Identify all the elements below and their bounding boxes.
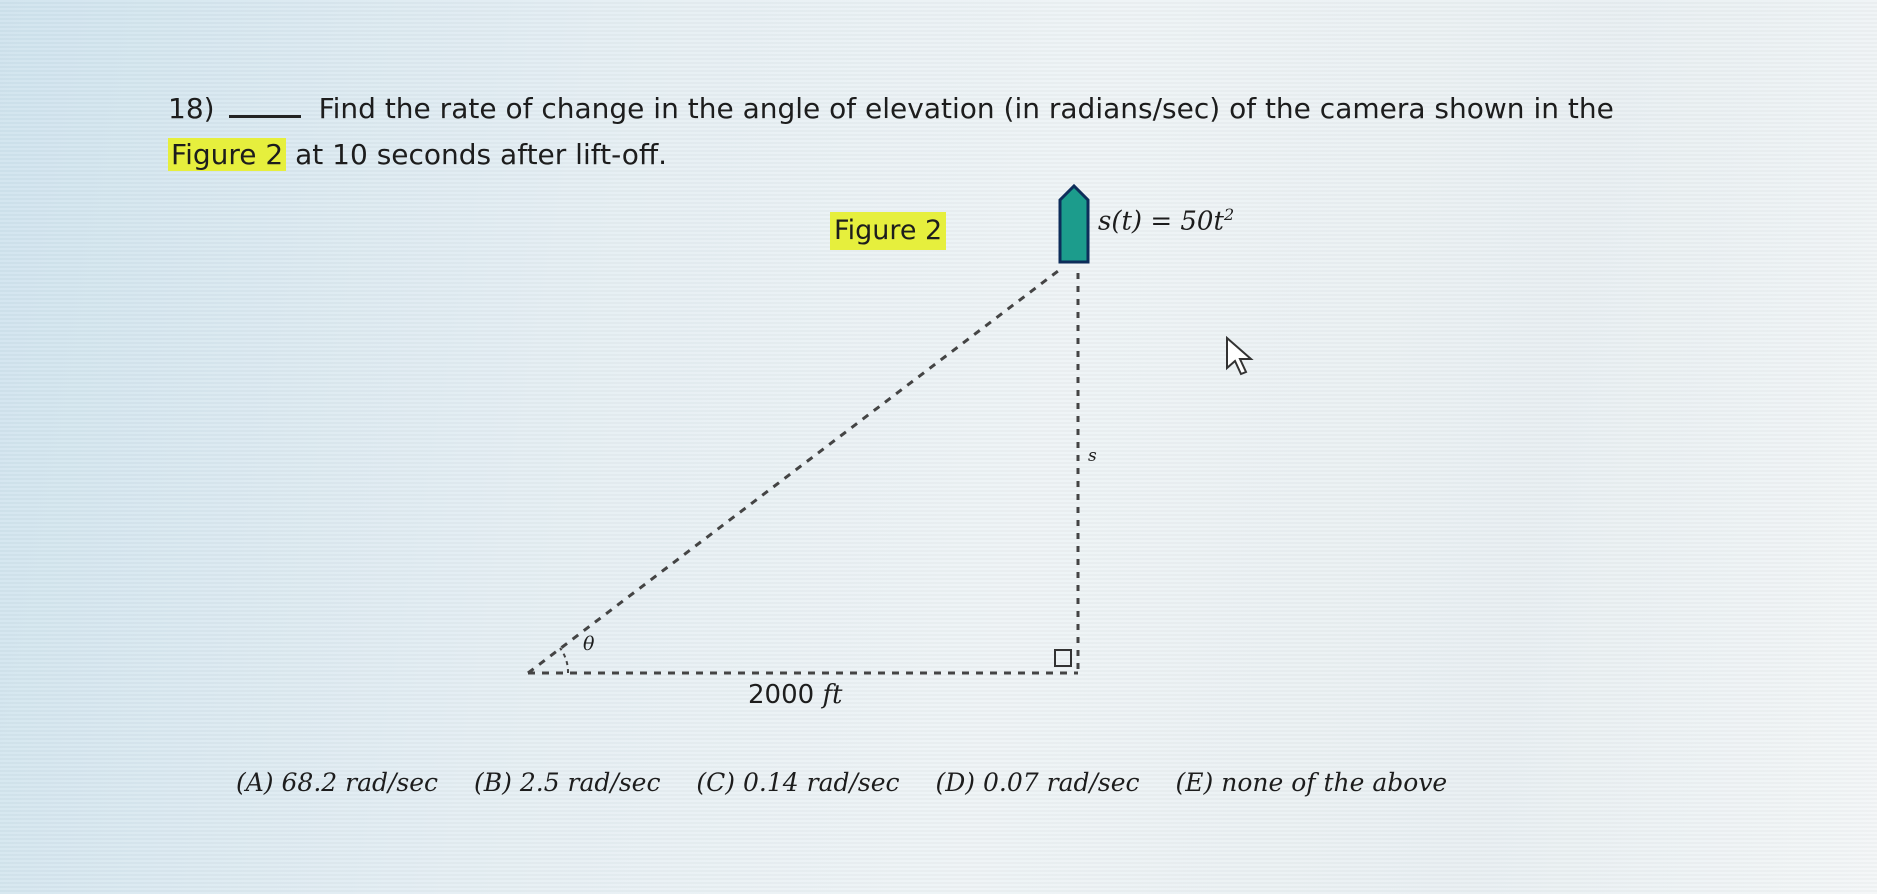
question-text-before: Find the rate of change in the angle of … xyxy=(318,92,1614,125)
position-function-label: s(t) = 50t2 xyxy=(1098,205,1235,237)
angle-arc xyxy=(559,647,570,674)
figure-reference-highlight: Figure 2 xyxy=(168,138,287,171)
question-number: 18) xyxy=(168,92,215,125)
question-text-after: at 10 seconds after lift-off. xyxy=(295,138,668,171)
figure-title: Figure 2 xyxy=(830,212,947,250)
choice-a[interactable]: (A) 68.2 rad/sec xyxy=(236,768,439,797)
answer-choices: (A) 68.2 rad/sec (B) 2.5 rad/sec (C) 0.1… xyxy=(236,768,1447,797)
right-angle-marker xyxy=(1054,649,1072,667)
choice-d[interactable]: (D) 0.07 rad/sec xyxy=(935,768,1140,797)
rocket-icon xyxy=(1058,183,1090,264)
vertical-side-label: s xyxy=(1088,446,1097,466)
angle-theta-label: θ xyxy=(583,633,595,655)
choice-c[interactable]: (C) 0.14 rad/sec xyxy=(696,768,900,797)
line-of-sight-dashed xyxy=(527,266,1063,675)
question-text: 18) Find the rate of change in the angle … xyxy=(168,86,1638,178)
answer-blank[interactable] xyxy=(228,95,301,118)
choice-e[interactable]: (E) none of the above xyxy=(1175,768,1448,797)
choice-b[interactable]: (B) 2.5 rad/sec xyxy=(474,768,661,797)
arrow-pointer-icon xyxy=(1226,336,1254,376)
distance-label: 2000 ft xyxy=(748,680,843,710)
